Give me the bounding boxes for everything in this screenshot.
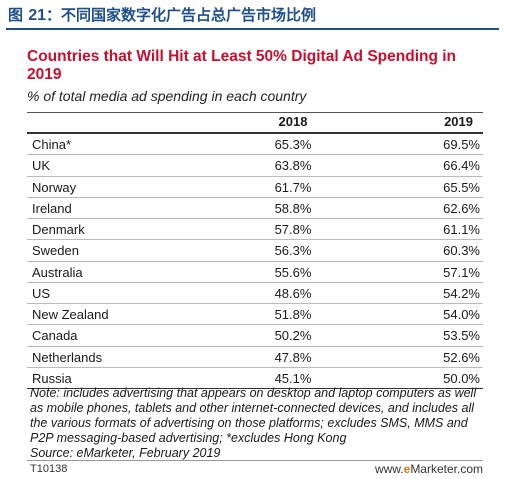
table-row: Sweden 56.3% 60.3%: [27, 240, 483, 262]
table-body: China* 65.3% 69.5% UK 63.8% 66.4% Norway 61.7% 6…: [27, 134, 483, 389]
value-2018-cell: 56.3%: [274, 243, 312, 259]
table-row: US 48.6% 54.2%: [27, 283, 483, 304]
table-row: New Zealand 51.8% 54.0%: [27, 304, 483, 326]
figure-caption: 图 21：不同国家数字化广告占总广告市场比例: [8, 4, 497, 26]
value-2018-cell: 55.6%: [274, 264, 312, 280]
value-2019-cell: 65.5%: [443, 179, 480, 195]
value-2018-cell: 48.6%: [274, 285, 312, 301]
value-2018-cell: 50.2%: [274, 328, 312, 344]
value-2018-cell: 65.3%: [274, 137, 312, 152]
column-header-2019: 2019: [444, 114, 473, 129]
table-row: Netherlands 47.8% 52.6%: [27, 347, 483, 368]
figure-number: 21: [28, 7, 47, 24]
value-2019-cell: 69.5%: [443, 137, 480, 152]
table-top-rule: [27, 112, 483, 113]
brand-prefix: www.: [374, 462, 404, 476]
value-2019-cell: 60.3%: [443, 243, 480, 259]
value-2019-cell: 54.2%: [443, 285, 480, 301]
value-2018-cell: 51.8%: [274, 307, 312, 322]
value-2018-cell: 47.8%: [274, 349, 312, 365]
emarketer-logo: www.eMarketer.com: [375, 462, 483, 476]
chart-subtitle: % of total media ad spending in each cou…: [27, 88, 307, 104]
table-row: Russia 45.1% 50.0%: [27, 368, 483, 389]
value-2019-cell: 54.0%: [443, 307, 480, 322]
table-row: Denmark 57.8% 61.1%: [27, 219, 483, 241]
country-cell: China*: [32, 137, 72, 152]
figure-label: 图: [8, 6, 24, 24]
value-2018-cell: 63.8%: [274, 158, 312, 174]
brand-mark: e: [403, 462, 411, 476]
table-row: UK 63.8% 66.4%: [27, 155, 483, 177]
country-cell: Norway: [32, 179, 77, 195]
value-2019-cell: 62.6%: [443, 200, 480, 216]
value-2019-cell: 50.0%: [443, 370, 480, 386]
country-cell: Ireland: [32, 200, 72, 216]
source-text: Source: eMarketer, February 2019: [30, 446, 221, 460]
table-row: Australia 55.6% 57.1%: [27, 262, 483, 283]
table-row: Norway 61.7% 65.5%: [27, 177, 483, 198]
value-2018-cell: 58.8%: [274, 200, 312, 216]
brand-suffix: Marketer.com: [410, 462, 483, 476]
country-cell: Sweden: [32, 243, 79, 259]
column-header-2018: 2018: [278, 114, 308, 129]
value-2019-cell: 66.4%: [443, 158, 480, 174]
country-cell: Australia: [32, 264, 83, 280]
value-2018-cell: 57.8%: [274, 222, 312, 237]
country-cell: Denmark: [32, 222, 85, 237]
chart-title: Countries that Will Hit at Least 50% Dig…: [27, 48, 457, 83]
country-cell: UK: [32, 158, 51, 174]
country-cell: Russia: [32, 370, 72, 386]
country-cell: US: [32, 285, 51, 301]
value-2018-cell: 45.1%: [274, 370, 312, 386]
value-2019-cell: 52.6%: [443, 349, 480, 365]
footer-rule: [27, 460, 483, 461]
value-2019-cell: 53.5%: [443, 328, 480, 344]
value-2018-cell: 61.7%: [274, 179, 312, 195]
table-header-rule: [27, 132, 483, 134]
table-row: Ireland 58.8% 62.6%: [27, 198, 483, 219]
table-row: China* 65.3% 69.5%: [27, 134, 483, 156]
value-2019-cell: 57.1%: [443, 264, 480, 280]
value-2019-cell: 61.1%: [443, 222, 480, 237]
country-cell: Netherlands: [32, 349, 103, 365]
table-note: Note: includes advertising that appears …: [30, 386, 485, 461]
footer-id: T10138: [30, 463, 68, 475]
caption-rule: [6, 28, 499, 30]
note-text: Note: includes advertising that appears …: [30, 386, 477, 445]
figure-caption-text: ：不同国家数字化广告占总广告市场比例: [46, 6, 317, 24]
country-cell: Canada: [32, 328, 78, 344]
country-cell: New Zealand: [32, 307, 109, 322]
table-row: Canada 50.2% 53.5%: [27, 325, 483, 347]
